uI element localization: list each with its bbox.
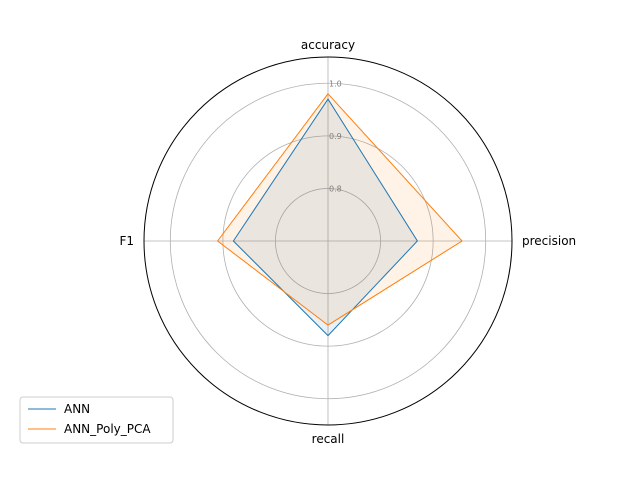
series-line-1 xyxy=(216,93,463,326)
series-lines xyxy=(216,93,463,337)
axis-label-accuracy: accuracy xyxy=(301,38,355,52)
legend-label-1: ANN_Poly_PCA xyxy=(64,422,151,436)
radar-grid xyxy=(143,56,513,426)
legend: ANN ANN_Poly_PCA xyxy=(19,396,174,444)
legend-box xyxy=(19,396,174,444)
radial-tick-labels: 0.8 0.9 1.0 xyxy=(329,79,342,193)
series-fills xyxy=(217,93,463,336)
radial-tick-1: 0.9 xyxy=(329,132,342,141)
radial-tick-2: 1.0 xyxy=(329,79,342,88)
legend-label-0: ANN xyxy=(64,402,90,416)
axis-label-f1: F1 xyxy=(119,234,134,248)
series-line-0 xyxy=(232,98,418,337)
axis-labels: accuracy precision recall F1 xyxy=(119,38,576,446)
radial-tick-0: 0.8 xyxy=(329,184,342,193)
series-fill-1 xyxy=(217,93,463,326)
axis-label-precision: precision xyxy=(522,234,576,248)
outer-frame xyxy=(143,56,513,426)
series-fill-0 xyxy=(233,99,418,336)
axis-label-recall: recall xyxy=(312,432,345,446)
